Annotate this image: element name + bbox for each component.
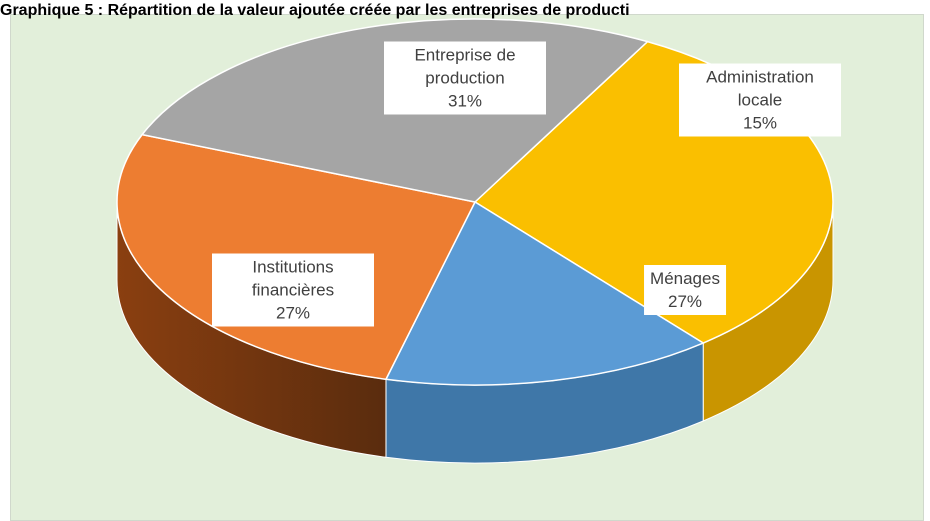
- data-label: Institutions financières 27%: [212, 253, 374, 327]
- slice: [384, 200, 705, 386]
- data-label: Ménages 27%: [644, 265, 726, 315]
- value-label: 27%: [667, 292, 703, 311]
- value-label: 27%: [275, 303, 311, 323]
- category-label: Institutions financières: [251, 257, 335, 300]
- category-label: Administration locale: [706, 67, 814, 110]
- category-label: Ménages: [650, 269, 720, 288]
- category-label: Entreprise de production: [414, 45, 516, 88]
- data-label: Administration locale 15%: [679, 63, 841, 137]
- chart-title: Graphique 5 : Répartition de la valeur a…: [0, 2, 630, 19]
- value-label: 15%: [742, 113, 778, 133]
- data-label: Entreprise de production 31%: [384, 41, 546, 115]
- value-label: 31%: [447, 91, 483, 111]
